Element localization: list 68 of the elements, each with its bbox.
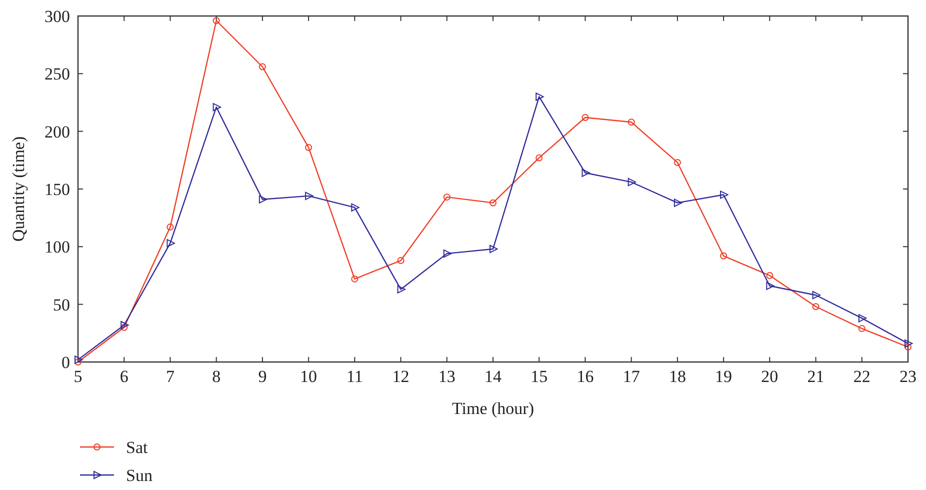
point [397, 257, 404, 264]
y-tick-label: 300 [44, 7, 70, 26]
point [904, 344, 912, 351]
legend-label: Sat [126, 438, 148, 457]
x-tick-label: 21 [807, 367, 824, 386]
x-tick-label: 15 [530, 367, 548, 386]
y-tick-label: 0 [62, 353, 70, 372]
y-tick-label: 50 [53, 295, 70, 314]
point [305, 192, 314, 200]
point [674, 158, 681, 166]
x-tick-label: 9 [258, 367, 267, 386]
x-tick-label: 5 [74, 367, 82, 386]
point [582, 168, 590, 177]
x-tick-label: 12 [392, 367, 410, 386]
point [536, 92, 544, 101]
x-tick-label: 22 [853, 367, 870, 386]
x-tick-label: 23 [900, 367, 916, 386]
point [397, 285, 406, 294]
point [582, 114, 589, 121]
point [628, 118, 635, 126]
point [858, 314, 867, 322]
x-tick-label: 17 [622, 367, 640, 386]
point [904, 339, 913, 348]
y-tick-label: 200 [44, 122, 70, 142]
x-tick-label: 11 [346, 367, 363, 386]
point [766, 282, 774, 290]
x-tick-label: 20 [761, 367, 778, 386]
point [212, 17, 220, 24]
y-tick-label: 100 [44, 238, 70, 257]
point [812, 303, 820, 310]
point [490, 199, 496, 206]
x-tick-label: 18 [668, 367, 686, 386]
x-tick-label: 13 [438, 367, 456, 386]
point [258, 63, 266, 70]
point [443, 249, 452, 258]
point [258, 195, 268, 204]
x-tick-label: 6 [120, 367, 128, 386]
point [490, 244, 498, 254]
y-axis-title: Quantity (time) [9, 136, 28, 242]
point [166, 224, 174, 231]
point [720, 252, 728, 260]
x-tick-label: 16 [576, 367, 594, 386]
point [212, 103, 222, 112]
point [812, 291, 820, 300]
point [351, 203, 360, 212]
point [720, 190, 728, 199]
x-tick-label: 19 [715, 367, 732, 386]
point [674, 198, 682, 207]
point [858, 325, 866, 332]
point [74, 356, 83, 364]
point [443, 194, 450, 201]
point [628, 178, 636, 186]
point [536, 154, 543, 162]
point [120, 324, 128, 331]
x-tick-label: 14 [484, 367, 502, 386]
y-tick-label: 150 [44, 180, 70, 199]
x-tick-label: 10 [300, 367, 318, 386]
legend-label: Sun [126, 466, 153, 485]
x-tick-label: 7 [166, 367, 175, 386]
point [305, 144, 312, 151]
point [351, 275, 358, 282]
x-tick-label: 8 [212, 367, 221, 386]
y-tick-label: 250 [44, 64, 70, 84]
point [74, 358, 82, 366]
x-axis-title: Time (hour) [452, 399, 534, 418]
point [766, 272, 774, 279]
point [120, 320, 129, 330]
point [166, 239, 175, 248]
